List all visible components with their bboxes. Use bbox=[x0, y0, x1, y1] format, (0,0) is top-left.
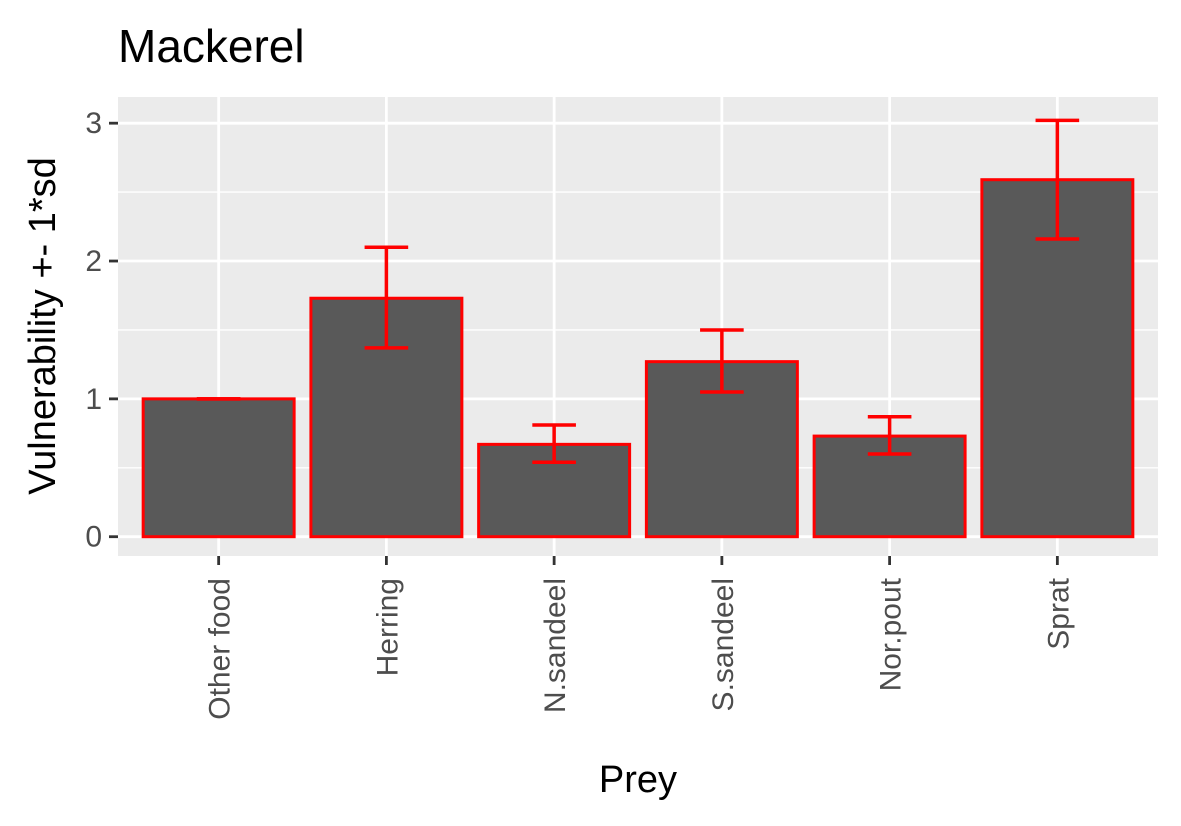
x-tick-label: Other food bbox=[204, 578, 237, 720]
y-tick-label: 2 bbox=[85, 245, 102, 278]
y-tick-label: 1 bbox=[85, 383, 102, 416]
x-tick-label: Sprat bbox=[1042, 577, 1075, 649]
y-tick-label: 0 bbox=[85, 521, 102, 554]
error-bars-group bbox=[196, 118, 1080, 465]
x-axis-title: Prey bbox=[599, 759, 677, 801]
error-bar-sprat bbox=[1035, 118, 1080, 241]
x-axis: Other food Herring N.sandeel S.sandeel Nor.p… bbox=[204, 556, 1075, 720]
x-tick-label: Nor.pout bbox=[875, 577, 908, 691]
x-tick-label: N.sandeel bbox=[539, 578, 572, 713]
error-bar-s-sandeel bbox=[700, 328, 744, 394]
bar-other-food bbox=[141, 397, 296, 539]
chart-title: Mackerel bbox=[118, 20, 305, 72]
error-bar-nor-pout bbox=[867, 415, 912, 456]
bar-n-sandeel bbox=[477, 442, 632, 539]
error-bar-herring bbox=[364, 245, 409, 350]
y-tick-label: 3 bbox=[85, 107, 102, 140]
x-tick-label: S.sandeel bbox=[707, 578, 740, 711]
y-axis-title: Vulnerability +- 1*sd bbox=[22, 157, 64, 495]
x-tick-label: Herring bbox=[371, 578, 404, 676]
y-axis: 0 1 2 3 bbox=[85, 107, 118, 554]
error-bar-n-sandeel bbox=[532, 423, 576, 465]
